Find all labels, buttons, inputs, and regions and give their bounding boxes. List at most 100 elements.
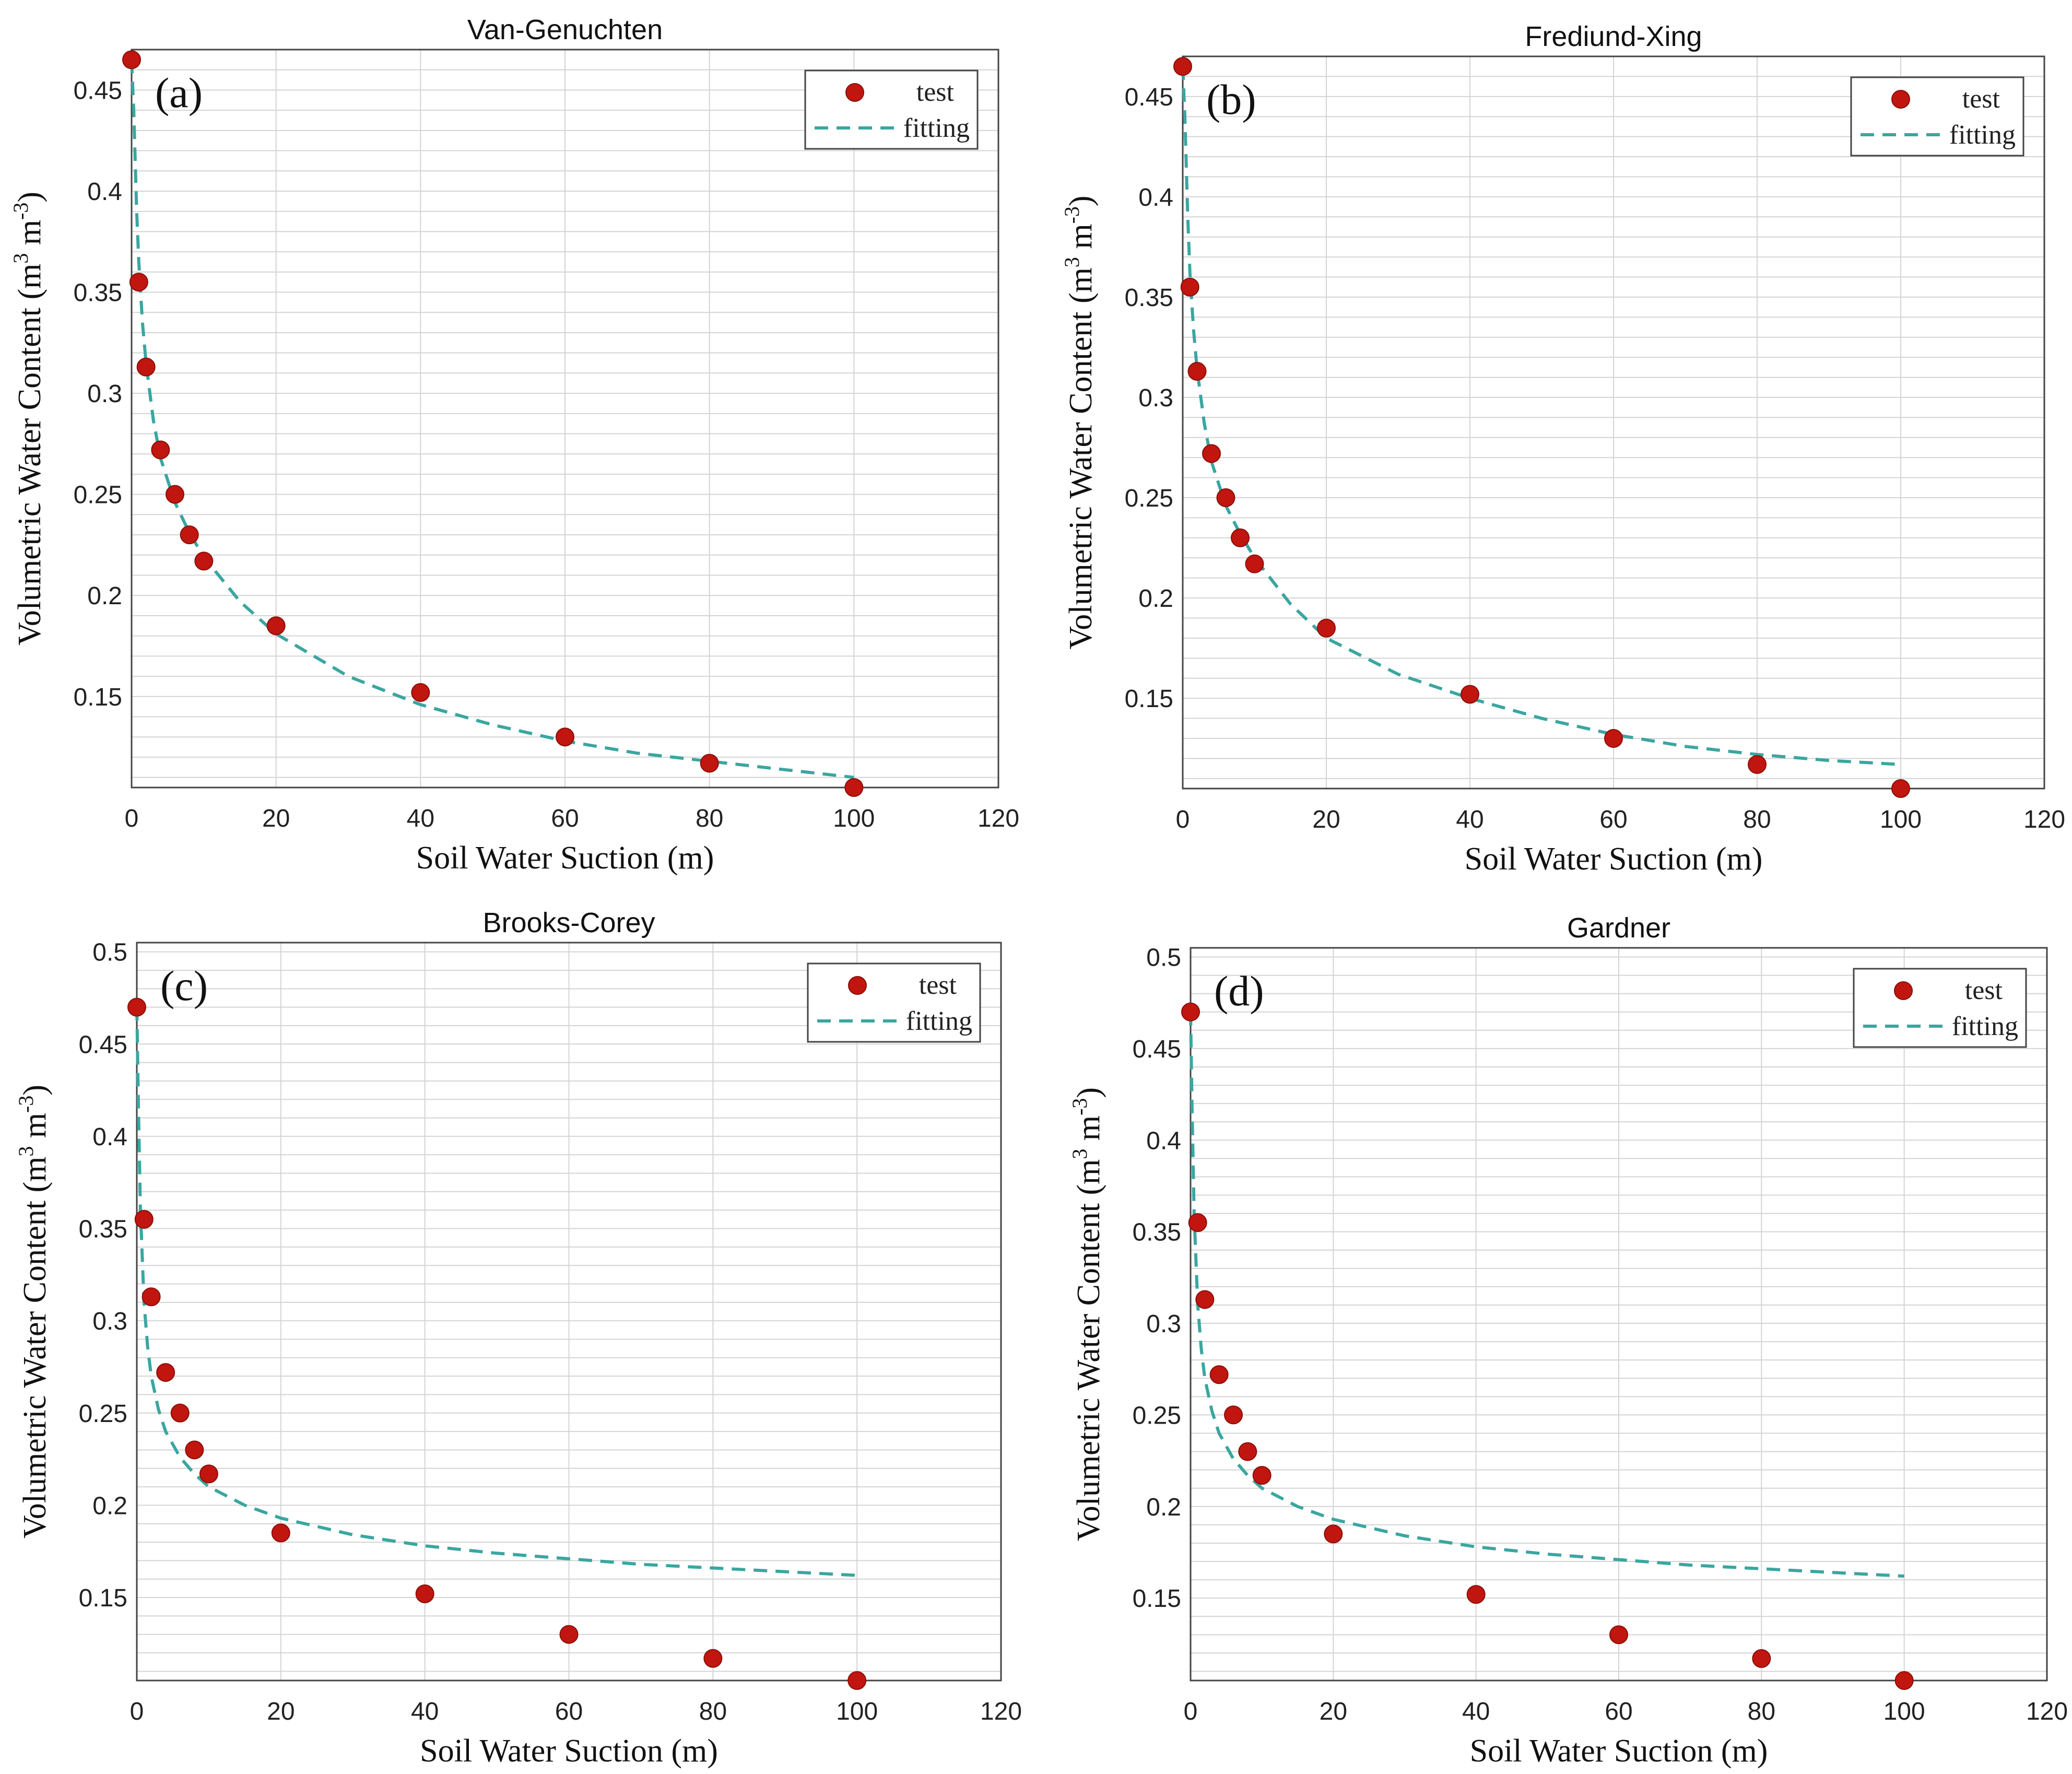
legend-label-test: test: [916, 77, 955, 107]
chart-title: Frediund-Xing: [1525, 21, 1702, 52]
x-tick-label: 100: [836, 1698, 878, 1725]
data-point: [703, 1649, 723, 1668]
data-point: [1245, 554, 1264, 573]
data-point: [1317, 618, 1336, 638]
x-tick-label: 120: [978, 805, 1019, 832]
data-point: [156, 1363, 175, 1382]
fitting-curve: [1189, 1012, 1904, 1578]
axes-frame: [136, 942, 1002, 1682]
panel-label: (a): [155, 69, 203, 116]
data-point: [1188, 1213, 1207, 1232]
legend: test fitting: [1850, 76, 2024, 157]
chart-panel-3: 0 20 40 60 80 100 120 0.15 0.2 0.25 0.3 0.35 0.4 0.45…: [14, 907, 1022, 1769]
x-tick-label: 20: [267, 1698, 295, 1725]
x-tick-label: 40: [407, 805, 434, 832]
y-tick-label: 0.15: [1125, 685, 1173, 713]
data-point: [180, 525, 199, 545]
data-point: [1209, 1365, 1229, 1384]
y-axis-label-text: ): [1071, 1087, 1106, 1098]
test-points: [122, 50, 864, 797]
data-point: [847, 1671, 867, 1690]
y-tick-label: 0.25: [1125, 485, 1173, 512]
y-axis-label-sup: -3: [9, 203, 32, 220]
y-tick-label: 0.2: [1138, 585, 1173, 613]
y-axis-label: Volumetric Water Content (m3 m-3): [1068, 1087, 1106, 1541]
legend-label-fitting: fitting: [906, 1006, 972, 1036]
x-tick-label: 80: [699, 1698, 727, 1725]
data-point: [559, 1625, 579, 1644]
test-points: [1173, 57, 1910, 798]
y-tick-label: 0.35: [1125, 284, 1173, 312]
axes-frame: [131, 49, 999, 789]
y-tick-label: 0.4: [1138, 184, 1173, 212]
x-tick-label: 100: [1883, 1698, 1925, 1725]
y-axis-label-text: Volumetric Water Content (m: [12, 264, 48, 645]
test-points: [1181, 1002, 1914, 1690]
data-point: [170, 1403, 190, 1423]
legend-box: [1850, 76, 2024, 157]
data-point: [271, 1523, 290, 1543]
y-tick-label: 0.15: [1133, 1585, 1181, 1613]
legend-label-test: test: [1965, 976, 2003, 1005]
y-axis-label-text: ): [1063, 195, 1099, 206]
data-point: [1202, 444, 1221, 463]
data-point: [1609, 1625, 1628, 1644]
y-tick-label: 0.25: [79, 1400, 127, 1428]
x-axis-label: Soil Water Suction (m): [420, 1733, 718, 1769]
y-tick-label: 0.45: [1125, 84, 1173, 111]
data-point: [1748, 755, 1767, 774]
legend-box: [1853, 968, 2027, 1048]
y-tick-label: 0.35: [1133, 1219, 1181, 1247]
y-tick-label: 0.15: [74, 684, 122, 711]
x-tick-label: 60: [555, 1698, 583, 1725]
chart-title: Brooks-Corey: [482, 907, 655, 938]
y-axis-label: Volumetric Water Content (m3 m-3): [14, 1085, 53, 1538]
legend: test fitting: [1853, 968, 2027, 1048]
data-point: [142, 1287, 161, 1307]
x-tick-label: 120: [980, 1698, 1022, 1725]
legend-box: [807, 962, 981, 1043]
chart-title: Van-Genuchten: [467, 14, 663, 45]
legend-marker-test: [1891, 90, 1910, 109]
y-axis-label-sup: -3: [1068, 1098, 1091, 1115]
data-point: [1224, 1405, 1243, 1425]
x-tick-label: 0: [1176, 806, 1190, 833]
y-axis-label-sup: -3: [1060, 206, 1084, 224]
test-points: [127, 997, 867, 1690]
y-axis-label-sup: 3: [14, 1146, 38, 1157]
legend: test fitting: [807, 962, 981, 1043]
data-point: [129, 273, 148, 292]
y-tick-label: 0.25: [1133, 1402, 1181, 1429]
data-point: [134, 1209, 154, 1229]
data-point: [1324, 1524, 1343, 1544]
chart-panel-2: 0 20 40 60 80 100 120 0.15 0.2 0.25 0.3 0.35 0.4 0.45…: [1060, 21, 2065, 877]
data-point: [122, 50, 141, 69]
x-tick-label: 0: [125, 805, 139, 832]
data-point: [127, 997, 146, 1017]
chart-panel-4: 0 20 40 60 80 100 120 0.15 0.2 0.25 0.3 0.35 0.4 0.45…: [1068, 912, 2068, 1769]
data-point: [194, 551, 214, 571]
y-tick-label: 0.45: [74, 77, 122, 104]
x-tick-label: 120: [2023, 806, 2065, 833]
legend-label-fitting: fitting: [1952, 1012, 2018, 1041]
x-tick-label: 0: [130, 1698, 144, 1725]
y-tick-label: 0.5: [1146, 944, 1181, 972]
x-tick-label: 120: [2026, 1698, 2068, 1725]
y-tick-label: 0.5: [92, 939, 127, 967]
x-tick-label: 100: [1880, 806, 1922, 833]
y-tick-label: 0.45: [1133, 1036, 1181, 1063]
legend: test fitting: [804, 69, 979, 150]
y-axis-label-text: ): [17, 1085, 53, 1096]
data-point: [1461, 685, 1479, 704]
data-point: [411, 683, 430, 702]
data-point: [1180, 277, 1199, 297]
data-point: [185, 1440, 204, 1460]
x-tick-label: 60: [1605, 1698, 1632, 1725]
data-point: [166, 485, 184, 504]
y-tick-label: 0.4: [92, 1123, 127, 1151]
y-axis-label-text: ): [12, 192, 48, 203]
x-axis-label: Soil Water Suction (m): [1465, 841, 1763, 877]
panel-label: (b): [1206, 76, 1256, 123]
y-tick-label: 0.25: [74, 481, 122, 509]
